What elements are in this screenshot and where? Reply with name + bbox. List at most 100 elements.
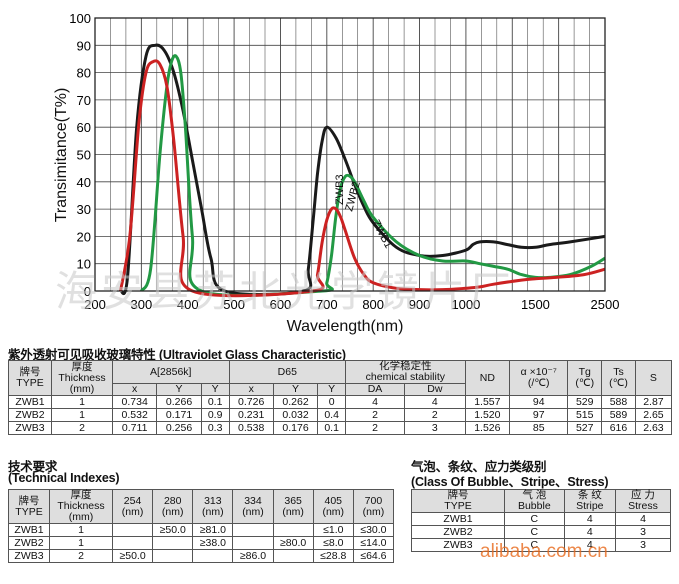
glass-characteristic-table: 牌号 TYPE 厚度 Thickness (mm) A[2856k] D65 化… [8,360,673,435]
table-cell [272,549,314,563]
table-cell [111,523,154,537]
table-cell: ≤8.0 [312,536,354,550]
table-cell: 0.726 [228,395,274,409]
col-wl-334: 334 (nm) [232,489,274,524]
watermark-text: 海安县苏北光学镜片厂 [55,267,516,316]
y-axis-label: Transimitance(T%) [53,88,70,223]
table-cell: ≥38.0 [192,536,234,550]
table-cell: 0.4 [317,408,347,422]
table-cell: ZWB1 [8,395,52,409]
table-cell: ZWB1 [8,523,50,537]
sub-col: Dw [403,383,466,396]
table-cell: 1.526 [464,421,511,435]
table-cell: ≥80.0 [272,536,314,550]
alibaba-watermark: alibaba.com.cn [480,541,608,562]
table-cell: 85 [509,421,569,435]
table-cell: 2 [403,408,466,422]
table-cell: ≤64.6 [352,549,395,563]
x-tick-label: 300 [131,297,153,312]
table-row: ZWB2 1 ≥38.0 ≥80.0 ≤8.0 ≤14.0 [8,536,395,550]
table-cell: 2 [345,408,405,422]
table-cell: 3 [403,421,466,435]
table-cell: 529 [567,395,603,409]
sub-col: Y [272,383,319,396]
table-cell: ≤28.8 [312,549,354,563]
table3-subtitle: (Class Of Bubble、Stripe、Stress) [411,475,609,489]
sub-col: Y [317,383,347,396]
table-cell: 94 [509,395,569,409]
table-cell: ≤1.0 [312,523,354,537]
table-cell: 0.266 [156,395,202,409]
table-cell [232,523,274,537]
y-tick-label: 30 [77,202,91,217]
col-s: S [634,360,673,396]
col-wl-254: 254 (nm) [111,489,154,524]
table-cell [152,549,194,563]
table2-subtitle: (Technical Indexes) [8,471,120,485]
y-tick-label: 20 [77,229,91,244]
table-cell: 616 [601,421,636,435]
col-type: 牌号 TYPE [8,489,50,524]
table-row: ZWB1 1 0.734 0.266 0.1 0.726 0.262 0 4 4 1.557 94 52… [8,395,673,409]
y-tick-label: 50 [77,148,91,163]
table-cell: 1.520 [464,408,511,422]
table-cell: 4 [563,512,616,526]
y-tick-label: 0 [84,284,91,299]
sub-col: DA [345,383,405,396]
y-tick-label: 10 [77,257,91,272]
col-a2856k: A[2856k] [112,360,230,384]
table-cell: 527 [567,421,603,435]
table-row: ZWB3 2 0.711 0.256 0.3 0.538 0.176 0.1 2 3 1.526 85… [8,421,673,435]
table-cell: 0.532 [111,408,158,422]
table-cell: 1 [49,536,113,550]
col-alpha: α ×10⁻⁷ (/℃) [509,360,569,396]
col-thickness: 厚度 Thickness (mm) [51,360,113,396]
chart-series [119,43,606,298]
table-cell: ZWB2 [8,408,52,422]
series-line-zwb1 [119,59,606,298]
technical-indexes-table: 牌号 TYPE 厚度 Thickness (mm) 254 (nm) 280 (… [8,489,395,563]
table-cell: ZWB3 [8,421,52,435]
table-cell: 2 [49,549,113,563]
table-cell: 0.176 [272,421,319,435]
table-cell: 2 [51,421,113,435]
table-cell: 2.87 [634,395,673,409]
table-cell: 3 [614,538,672,552]
col-bubble: 气 泡 Bubble [504,489,565,513]
table-cell: ZWB3 [411,538,505,552]
table-row: ZWB2 C 4 3 [411,525,672,539]
chart-ticks: 0 10 20 30 40 50 60 70 80 90 100 200 300 400 500 600 700… [69,11,619,312]
table-cell: 0.9 [200,408,230,422]
x-tick-label: 700 [316,297,338,312]
y-tick-label: 60 [77,120,91,135]
table-cell: 0.262 [272,395,319,409]
table-cell: 4 [563,538,616,552]
col-d65: D65 [228,360,347,384]
table-cell: ≥81.0 [192,523,234,537]
table-row: ZWB1 C 4 4 [411,512,672,526]
table-cell: 589 [601,408,636,422]
sub-col: Y [200,383,230,396]
x-tick-label: 600 [270,297,292,312]
col-wl-365: 365 (nm) [272,489,314,524]
table-row: ZWB2 1 0.532 0.171 0.9 0.231 0.032 0.4 2 2 1.520 97… [8,408,673,422]
table-cell: 0.1 [317,421,347,435]
table-cell: ≤14.0 [352,536,395,550]
table-cell: 1 [51,408,113,422]
series-line-zwb3 [119,43,606,296]
table-cell: 97 [509,408,569,422]
table-cell: ZWB1 [411,512,505,526]
col-stripe: 条 纹 Stripe [563,489,616,513]
table-cell [152,536,194,550]
table-cell: 0.1 [200,395,230,409]
table-cell: C [504,525,565,539]
series-line-zwb2 [140,54,606,297]
table-row: ZWB3 C 4 3 [411,538,672,552]
table-cell: 0.171 [156,408,202,422]
plot-frame [94,17,606,292]
table1-title: 紫外透射可见吸收玻璃特性 (Ultraviolet Glass Characte… [8,348,346,362]
table-cell: 0.711 [111,421,158,435]
y-tick-label: 100 [69,11,91,26]
col-thickness: 厚度 Thickness (mm) [49,489,113,524]
table-cell: ZWB2 [8,536,50,550]
